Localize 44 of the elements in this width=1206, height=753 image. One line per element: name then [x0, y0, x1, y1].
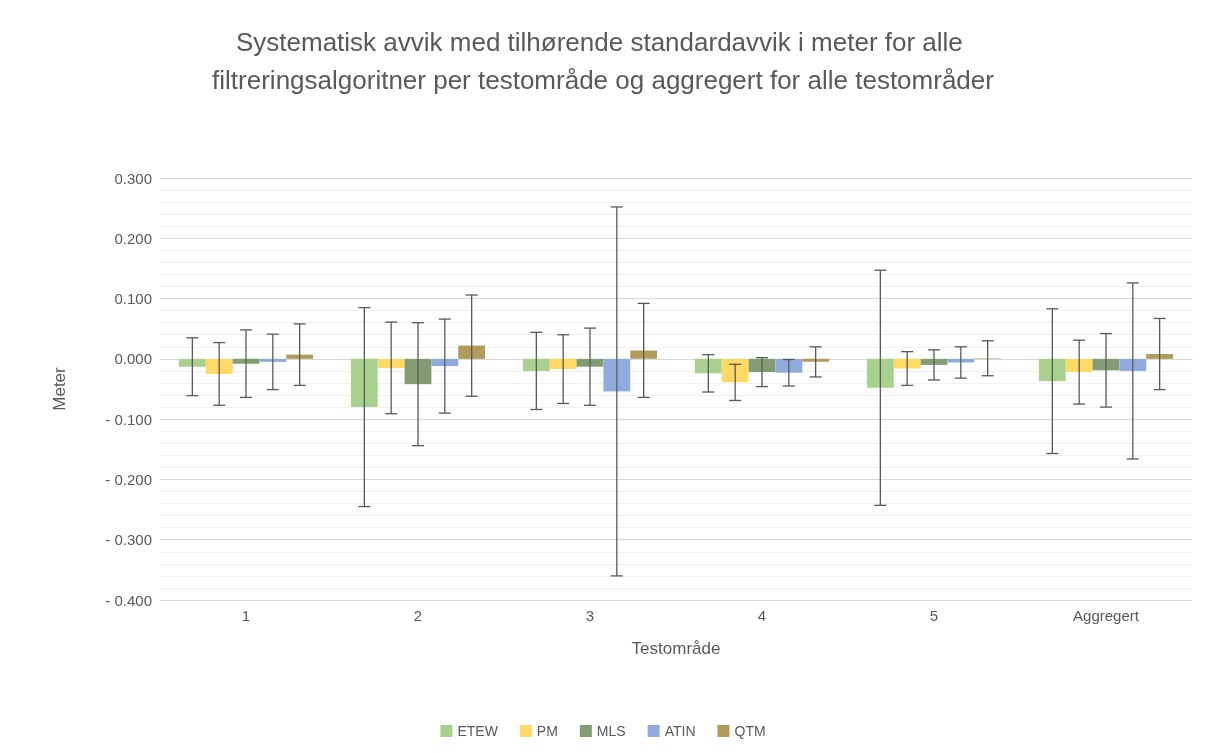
bar	[1065, 358, 1093, 373]
chart-title: Systematisk avvik med tilhørende standardavvik i meter for alle filtreringsalgoritner per testområde og aggregert for alle testområder	[212, 27, 995, 95]
x-tick-label: 5	[929, 607, 939, 624]
x-tick-label: 1	[241, 607, 251, 624]
bar	[549, 358, 577, 370]
y-tick-label: 0.000	[114, 350, 152, 368]
bar	[259, 358, 287, 362]
legend-label: ETEW	[457, 723, 499, 739]
legend-label: PM	[536, 723, 558, 739]
bar	[893, 358, 921, 369]
y-tick-label: - 0.100	[105, 410, 152, 428]
bar	[377, 358, 405, 368]
bar	[1146, 354, 1174, 359]
x-tick-label: 3	[585, 607, 595, 624]
y-tick-label: - 0.400	[105, 591, 152, 609]
bar	[178, 358, 206, 367]
bar	[1119, 358, 1147, 371]
legend-label: QTM	[734, 723, 766, 739]
x-axis-title: Testområde	[631, 639, 721, 658]
bar	[694, 358, 722, 374]
y-tick-label: 0.200	[114, 229, 152, 247]
bar	[522, 358, 550, 371]
bar	[721, 358, 749, 383]
x-tick-label: Aggregert	[1073, 607, 1140, 624]
bar	[866, 358, 894, 388]
y-tick-label: - 0.300	[105, 531, 152, 549]
bar	[458, 345, 486, 359]
bar	[603, 358, 631, 392]
bar	[350, 358, 378, 408]
legend-label: ATIN	[664, 723, 696, 739]
bar	[630, 350, 658, 359]
x-tick-label: 2	[413, 607, 423, 624]
y-tick-label: 0.300	[114, 169, 152, 187]
bar	[431, 358, 459, 367]
y-tick-label: - 0.200	[105, 470, 152, 488]
bar	[775, 358, 803, 373]
bar	[1038, 358, 1066, 382]
bar	[205, 358, 233, 374]
bar	[286, 354, 314, 359]
bar	[802, 358, 830, 362]
y-axis-title: Meter	[50, 366, 69, 411]
x-tick-label: 4	[757, 607, 767, 624]
y-tick-label: 0.100	[114, 290, 152, 308]
legend-label: MLS	[596, 723, 626, 739]
